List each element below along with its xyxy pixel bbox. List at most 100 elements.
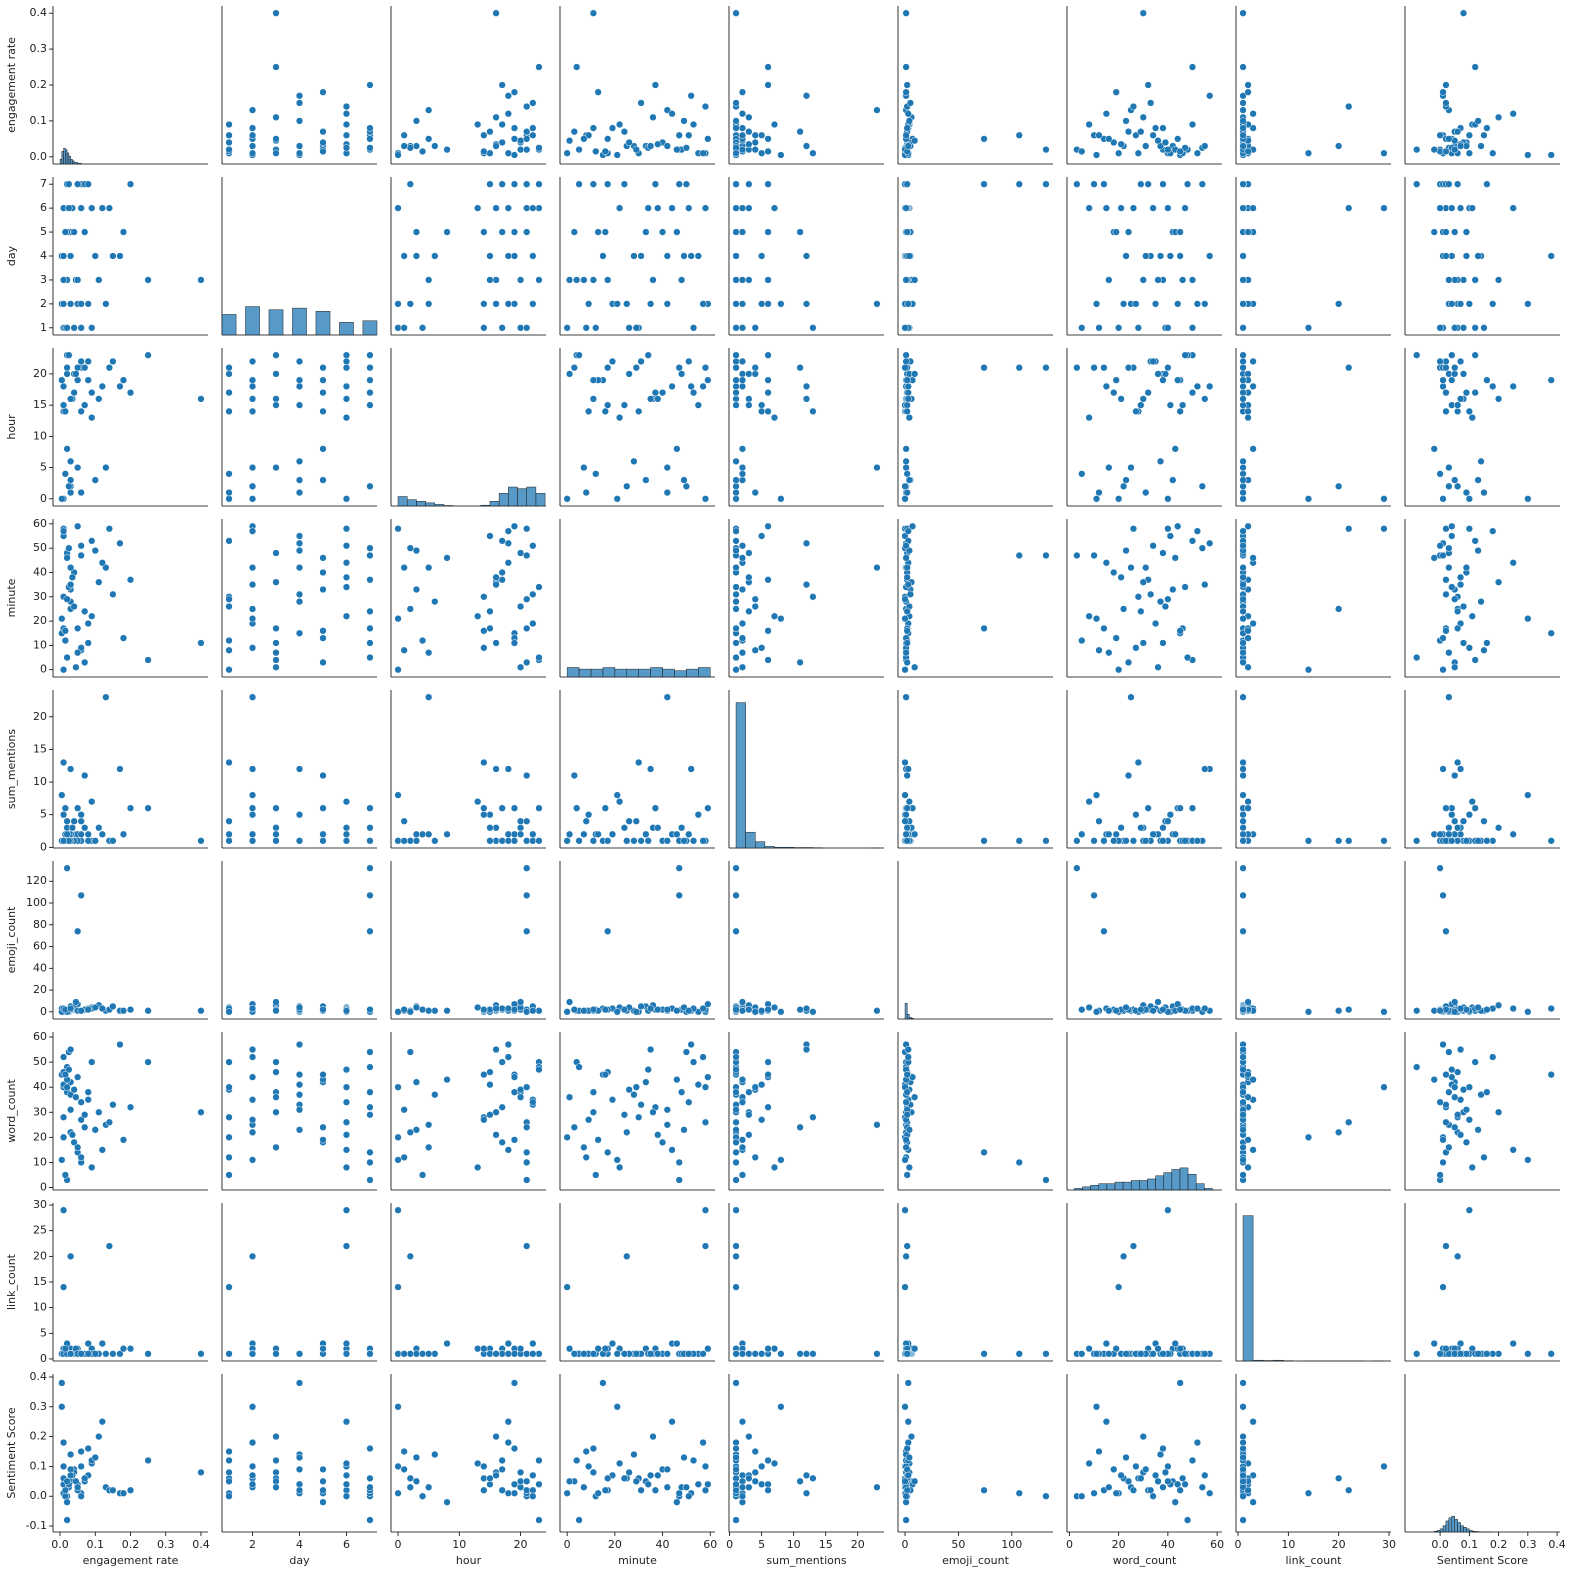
- point: [144, 276, 152, 284]
- point: [342, 131, 351, 139]
- point: [1239, 1098, 1247, 1106]
- x-tick-label: 20: [514, 1538, 528, 1551]
- point: [529, 1339, 537, 1348]
- point: [613, 791, 621, 799]
- point: [1442, 627, 1450, 635]
- point: [74, 1143, 82, 1152]
- point: [980, 1486, 988, 1494]
- point: [406, 1128, 414, 1136]
- x-tick-label: 40: [656, 1538, 670, 1551]
- y-tick-label: 20: [33, 367, 47, 380]
- point: [295, 563, 304, 572]
- point: [675, 1158, 683, 1167]
- point: [425, 106, 433, 114]
- point: [272, 1483, 280, 1491]
- point: [911, 137, 919, 145]
- point: [1090, 364, 1098, 372]
- hist-bar: [1179, 1167, 1189, 1191]
- point: [248, 1471, 257, 1480]
- y-tick-label: 0: [40, 492, 47, 505]
- point: [59, 1462, 68, 1471]
- point: [1448, 376, 1456, 384]
- point: [592, 470, 600, 478]
- point: [486, 252, 494, 260]
- point: [904, 1418, 912, 1426]
- point: [573, 1456, 581, 1465]
- hist-bar: [911, 1017, 914, 1020]
- point: [510, 1350, 519, 1358]
- point: [637, 357, 645, 366]
- point: [608, 357, 617, 366]
- point: [412, 585, 421, 594]
- point: [732, 1148, 740, 1157]
- point: [425, 649, 433, 657]
- point: [1462, 837, 1471, 845]
- point: [1124, 228, 1133, 236]
- point: [873, 1121, 881, 1129]
- point: [796, 658, 804, 667]
- point: [1169, 476, 1177, 484]
- point: [109, 590, 117, 599]
- point: [1244, 370, 1252, 378]
- point: [225, 1456, 233, 1465]
- point: [1164, 204, 1172, 212]
- point: [904, 1053, 912, 1061]
- point: [1239, 615, 1247, 623]
- point: [126, 1005, 135, 1014]
- point: [486, 837, 494, 845]
- point: [498, 1103, 506, 1111]
- point: [342, 495, 351, 503]
- point: [1193, 300, 1202, 308]
- point: [1456, 573, 1465, 581]
- point: [272, 656, 280, 664]
- point: [1239, 595, 1247, 603]
- point: [295, 1350, 304, 1358]
- point: [1483, 124, 1491, 132]
- point: [1239, 106, 1247, 114]
- point: [1249, 619, 1257, 628]
- point: [905, 1453, 913, 1462]
- point: [902, 63, 910, 71]
- point: [366, 376, 374, 384]
- point: [61, 1070, 69, 1079]
- hist-bar: [650, 667, 663, 678]
- point: [745, 113, 753, 121]
- point: [1471, 1058, 1479, 1066]
- point: [342, 1242, 351, 1250]
- point: [394, 666, 402, 674]
- point: [1380, 1462, 1388, 1471]
- point: [623, 482, 631, 490]
- hist-bar: [1155, 1175, 1164, 1191]
- point: [732, 537, 740, 545]
- point: [682, 144, 691, 152]
- point: [98, 1418, 106, 1426]
- point: [248, 1350, 257, 1358]
- point: [1448, 522, 1456, 530]
- point: [1239, 482, 1247, 490]
- point: [342, 1065, 351, 1074]
- point: [764, 627, 772, 635]
- point: [601, 1345, 609, 1353]
- point: [529, 590, 537, 599]
- point: [1249, 124, 1257, 132]
- point: [1102, 110, 1111, 118]
- point: [796, 228, 804, 236]
- point: [516, 663, 525, 671]
- point: [902, 1252, 910, 1261]
- point: [738, 357, 747, 366]
- point: [366, 1350, 374, 1358]
- point: [905, 413, 913, 422]
- point: [1122, 476, 1130, 484]
- point: [295, 837, 304, 845]
- point: [95, 1432, 103, 1441]
- point: [74, 927, 82, 935]
- point: [66, 476, 75, 484]
- x-tick-label: 10: [787, 1538, 801, 1551]
- point: [904, 382, 912, 391]
- point: [1494, 824, 1503, 832]
- point: [601, 804, 609, 812]
- point: [1451, 370, 1459, 378]
- point: [523, 864, 531, 872]
- point: [95, 578, 103, 586]
- point: [225, 602, 233, 611]
